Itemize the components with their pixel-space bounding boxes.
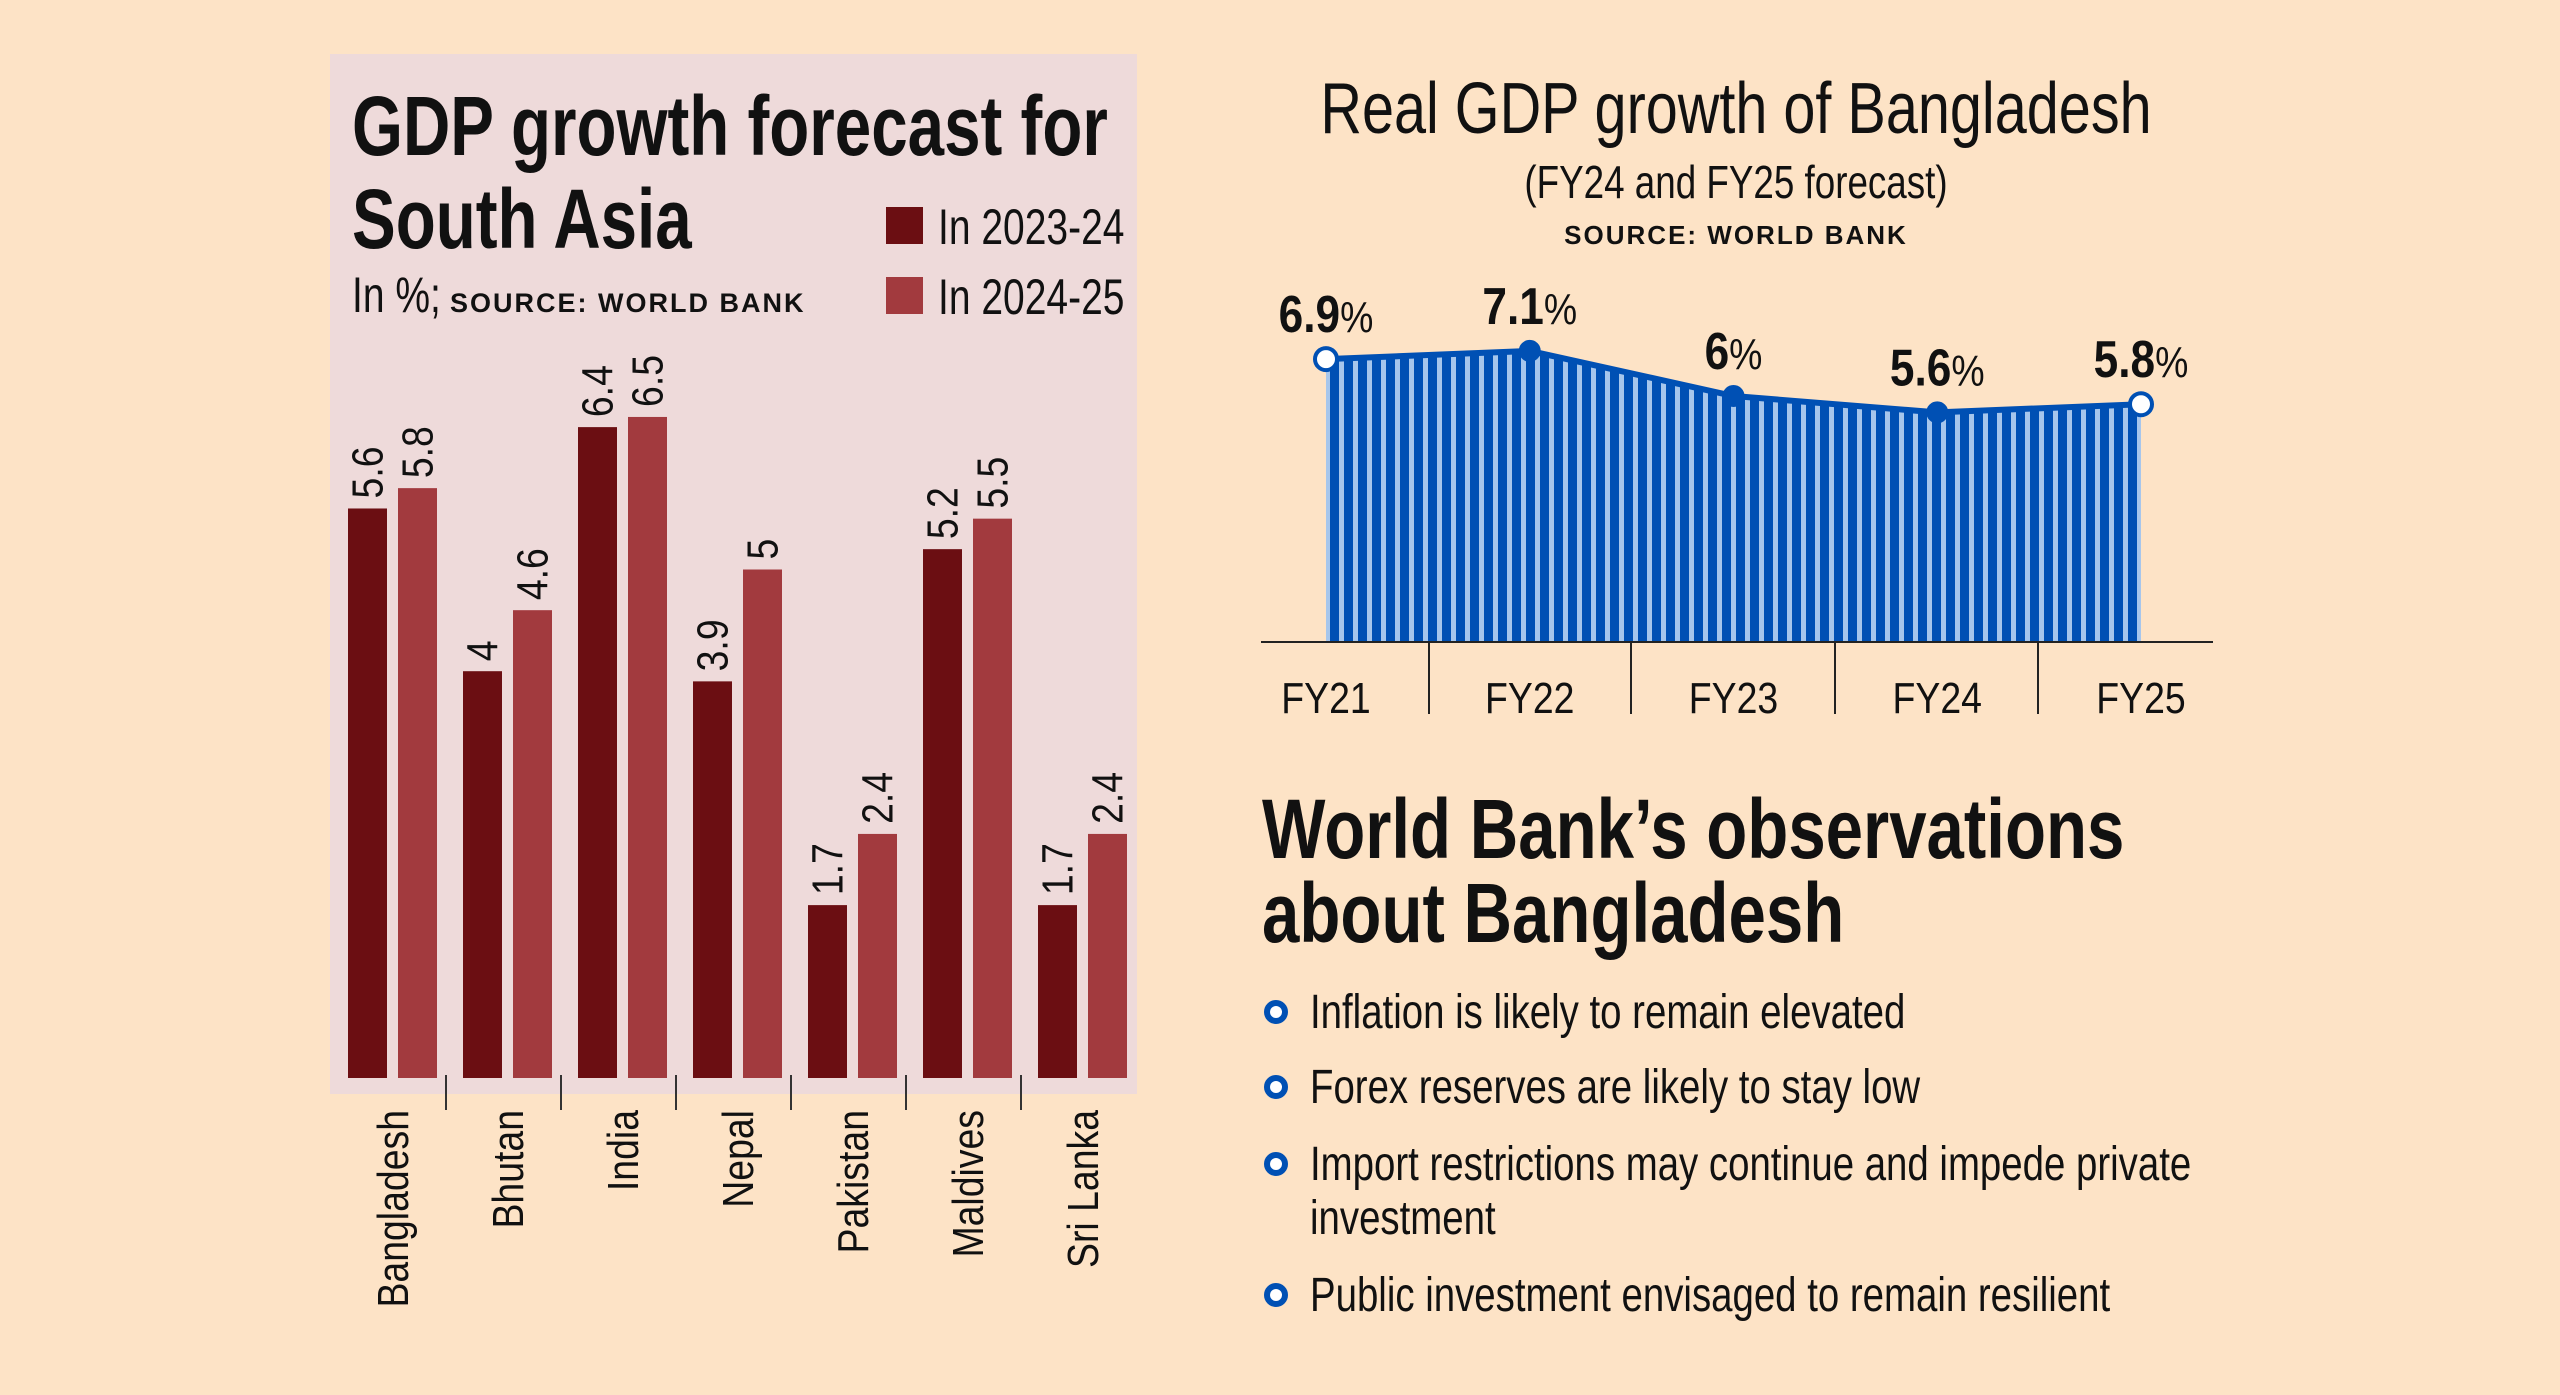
observations-section: World Bank’s observations about Banglade… — [1262, 783, 2191, 1322]
bullet-icon — [1264, 1283, 1288, 1307]
category-label: Maldives — [943, 1110, 993, 1258]
bar-pakistan-2023-24 — [808, 905, 847, 1078]
observation-item: Public investment envisaged to remain re… — [1310, 1269, 2110, 1322]
legend-swatch-2024-25 — [886, 277, 923, 314]
category-label: Nepal — [713, 1110, 763, 1208]
observation-item-continued: investment — [1310, 1192, 1496, 1245]
x-tick-label: FY24 — [1893, 673, 1982, 723]
observation-item: Inflation is likely to remain elevated — [1310, 986, 1905, 1039]
bar-value-label: 4 — [458, 640, 508, 661]
chart-source: SOURCE: WORLD BANK — [1564, 220, 1908, 250]
legend-label-2024-25: In 2024-25 — [938, 268, 1124, 325]
bar-value-label: 6.4 — [573, 365, 623, 417]
bar-value-label: 5 — [738, 539, 788, 560]
chart-title-line1: GDP growth forecast for — [352, 79, 1108, 173]
bar-value-label: 1.7 — [1033, 843, 1083, 895]
legend-swatch-2023-24 — [886, 207, 923, 244]
bar-maldives-2023-24 — [923, 549, 962, 1078]
bar-nepal-2024-25 — [743, 569, 782, 1078]
bar-bhutan-2023-24 — [463, 671, 502, 1078]
category-label: Bangladesh — [368, 1110, 418, 1308]
category-label: Pakistan — [828, 1110, 878, 1253]
observations-heading-line1: World Bank’s observations — [1262, 783, 2124, 877]
bar-india-2024-25 — [628, 416, 667, 1078]
bar-value-label: 4.6 — [508, 548, 558, 600]
data-label: 7.1% — [1482, 278, 1577, 336]
bar-value-label: 5.2 — [918, 487, 968, 539]
south-asia-bar-chart: GDP growth forecast for South Asia In %;… — [330, 54, 1137, 1308]
bar-value-label: 5.8 — [393, 426, 443, 478]
x-tick-label: FY22 — [1485, 673, 1574, 723]
observation-item: Import restrictions may continue and imp… — [1310, 1138, 2191, 1191]
chart-title-line2: South Asia — [352, 172, 693, 266]
bar-value-label: 2.4 — [1083, 772, 1133, 824]
data-point — [2128, 391, 2154, 418]
bar-value-label: 3.9 — [688, 619, 738, 671]
bar-bhutan-2024-25 — [513, 610, 552, 1078]
data-label: 6% — [1705, 323, 1763, 381]
bar-maldives-2024-25 — [973, 518, 1012, 1078]
bullet-icon — [1264, 1075, 1288, 1099]
data-point — [1518, 339, 1541, 362]
data-point — [1313, 346, 1339, 373]
x-tick-label: FY23 — [1689, 673, 1778, 723]
data-label: 5.6% — [1890, 339, 1985, 397]
x-tick-label: FY25 — [2096, 673, 2185, 723]
bar-pakistan-2024-25 — [858, 833, 897, 1078]
bar-value-label: 5.5 — [968, 457, 1018, 509]
data-point — [1926, 401, 1949, 424]
bar-value-label: 6.5 — [623, 355, 673, 407]
observations-heading-line2: about Bangladesh — [1262, 867, 1844, 961]
bullet-icon — [1264, 1152, 1288, 1176]
chart-subtitle: (FY24 and FY25 forecast) — [1524, 156, 1947, 208]
area-fill — [1326, 350, 2141, 642]
chart-title: Real GDP growth of Bangladesh — [1320, 68, 2151, 149]
category-label: Sri Lanka — [1058, 1110, 1108, 1268]
bar-value-label: 5.6 — [343, 446, 393, 498]
bar-value-label: 1.7 — [803, 843, 853, 895]
bangladesh-gdp-chart: Real GDP growth of Bangladesh (FY24 and … — [1261, 68, 2213, 723]
bar-sri-lanka-2024-25 — [1088, 833, 1127, 1078]
bar-india-2023-24 — [578, 427, 617, 1078]
category-label: Bhutan — [483, 1110, 533, 1229]
data-label: 6.9% — [1279, 286, 1374, 344]
chart-source: SOURCE: WORLD BANK — [450, 288, 805, 318]
legend-label-2023-24: In 2023-24 — [938, 198, 1124, 255]
category-label: India — [598, 1110, 648, 1191]
legend: In 2023-24 In 2024-25 — [886, 198, 1124, 325]
data-point — [1722, 385, 1745, 407]
data-label: 5.8% — [2094, 331, 2189, 389]
observation-item: Forex reserves are likely to stay low — [1310, 1061, 1921, 1114]
bar-sri-lanka-2023-24 — [1038, 905, 1077, 1078]
chart-unit: In %; — [352, 266, 441, 323]
bar-nepal-2023-24 — [693, 681, 732, 1078]
x-tick-label: FY21 — [1281, 673, 1370, 723]
bar-bangladesh-2024-25 — [398, 488, 437, 1078]
bullet-icon — [1264, 1000, 1288, 1024]
bar-bangladesh-2023-24 — [348, 508, 387, 1079]
bar-value-label: 2.4 — [853, 772, 903, 824]
